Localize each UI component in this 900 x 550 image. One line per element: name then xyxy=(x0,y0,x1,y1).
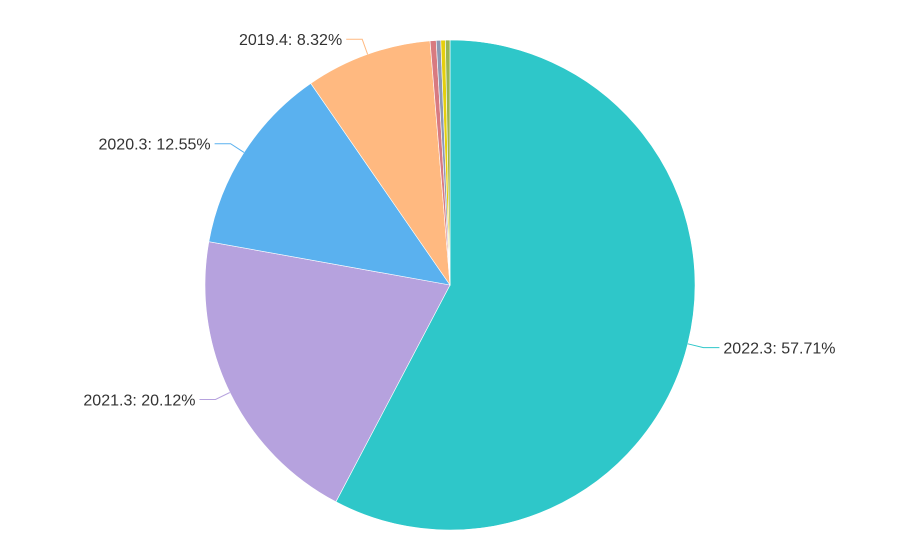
slice-label: 2021.3: 20.12% xyxy=(83,393,195,410)
pie-slices xyxy=(204,39,696,531)
slice-label: 2022.3: 57.71% xyxy=(723,341,835,358)
leader-line xyxy=(214,143,245,153)
slice-labels: 2022.3: 57.71% 2021.3: 20.12% 2020.3: 12.5… xyxy=(83,32,835,409)
leader-line xyxy=(346,38,369,55)
slice-label: 2020.3: 12.55% xyxy=(99,137,211,154)
pie-slice-2021-3[interactable] xyxy=(204,241,451,503)
label-leader-lines xyxy=(199,38,720,400)
leader-line xyxy=(687,343,720,349)
pie-slice-2022-3[interactable] xyxy=(335,39,696,531)
pie-slice-7[interactable] xyxy=(445,39,451,286)
leader-line xyxy=(199,392,231,400)
pie-slice-2020-3[interactable] xyxy=(208,82,451,286)
slice-label: 2019.4: 8.32% xyxy=(239,32,342,49)
